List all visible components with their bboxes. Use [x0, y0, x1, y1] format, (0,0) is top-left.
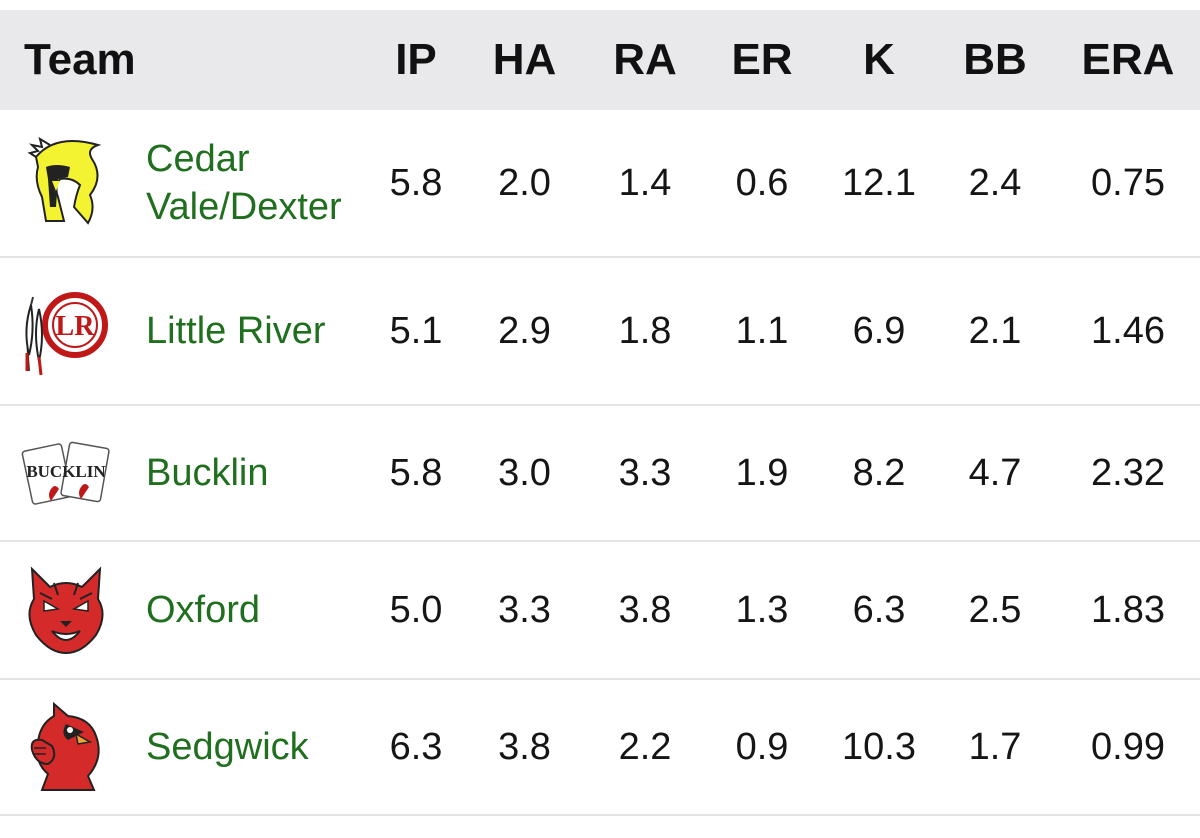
cell-bb: 1.7	[968, 725, 1022, 768]
cell-era: 1.46	[1091, 309, 1165, 352]
cell-ra: 3.3	[618, 451, 672, 494]
cell-ip: 6.3	[389, 725, 443, 768]
cardinal-bird-icon	[0, 702, 146, 792]
cell-era: 2.32	[1091, 451, 1165, 494]
playing-cards-icon: BUCKLIN	[0, 433, 146, 513]
bobcat-head-icon	[0, 565, 146, 655]
cell-ha: 3.0	[498, 451, 551, 494]
header-team[interactable]: Team	[24, 35, 136, 84]
stats-table: Team IP HA RA ER K BB ERA Cedar Vale/Dex…	[0, 10, 1200, 816]
cell-k: 6.9	[852, 309, 906, 352]
cell-ra: 2.2	[618, 725, 672, 768]
header-k[interactable]: K	[863, 35, 895, 84]
cell-ip: 5.1	[389, 309, 443, 352]
header-ha[interactable]: HA	[492, 35, 557, 84]
cell-bb: 2.5	[968, 588, 1022, 631]
cell-er: 1.3	[735, 588, 789, 631]
svg-text:BUCKLIN: BUCKLIN	[26, 462, 106, 481]
header-ip[interactable]: IP	[395, 35, 437, 84]
cell-k: 6.3	[852, 588, 906, 631]
team-link[interactable]: Oxford	[146, 589, 261, 631]
team-link[interactable]: Sedgwick	[146, 726, 309, 768]
header-er[interactable]: ER	[731, 35, 793, 84]
team-link[interactable]: Bucklin	[146, 452, 269, 494]
table-header: Team IP HA RA ER K BB ERA	[0, 10, 1200, 110]
cell-ha: 3.8	[498, 725, 551, 768]
cell-er: 0.6	[735, 161, 789, 204]
table-row[interactable]: Sedgwick 6.3 3.8 2.2 0.9 10.3 1.7 0.99	[0, 680, 1200, 816]
svg-text:LR: LR	[56, 311, 96, 342]
table-row[interactable]: BUCKLIN Bucklin 5.8 3.0 3.3 1.9 8.2 4.7 …	[0, 406, 1200, 542]
table-row[interactable]: Oxford 5.0 3.3 3.8 1.3 6.3 2.5 1.83	[0, 542, 1200, 680]
cell-k: 10.3	[842, 725, 916, 768]
cell-bb: 2.1	[968, 309, 1022, 352]
cell-k: 12.1	[842, 161, 916, 204]
team-link[interactable]: Little River	[146, 310, 326, 352]
header-era[interactable]: ERA	[1081, 35, 1175, 84]
cell-ip: 5.0	[389, 588, 443, 631]
cell-ra: 1.8	[618, 309, 672, 352]
cell-ha: 3.3	[498, 588, 551, 631]
cell-era: 1.83	[1091, 588, 1165, 631]
cell-ha: 2.0	[498, 161, 551, 204]
cell-bb: 2.4	[968, 161, 1022, 204]
cell-er: 1.9	[735, 451, 789, 494]
header-ra[interactable]: RA	[613, 35, 677, 84]
cell-era: 0.75	[1091, 161, 1165, 204]
spartan-helmet-icon	[0, 137, 146, 229]
cell-ha: 2.9	[498, 309, 551, 352]
header-bb[interactable]: BB	[963, 35, 1027, 84]
cell-era: 0.99	[1091, 725, 1165, 768]
table-row[interactable]: LR Little River 5.1 2.9 1.8 1.1 6.9 2.1 …	[0, 258, 1200, 406]
cell-ip: 5.8	[389, 451, 443, 494]
lr-feather-icon: LR	[0, 285, 146, 377]
cell-ra: 3.8	[618, 588, 672, 631]
cell-ip: 5.8	[389, 161, 443, 204]
cell-bb: 4.7	[968, 451, 1022, 494]
cell-k: 8.2	[852, 451, 906, 494]
cell-ra: 1.4	[618, 161, 672, 204]
table-row[interactable]: Cedar Vale/Dexter 5.8 2.0 1.4 0.6 12.1 2…	[0, 110, 1200, 258]
cell-er: 0.9	[735, 725, 789, 768]
team-link[interactable]: Cedar Vale/Dexter	[146, 138, 342, 228]
cell-er: 1.1	[735, 309, 789, 352]
